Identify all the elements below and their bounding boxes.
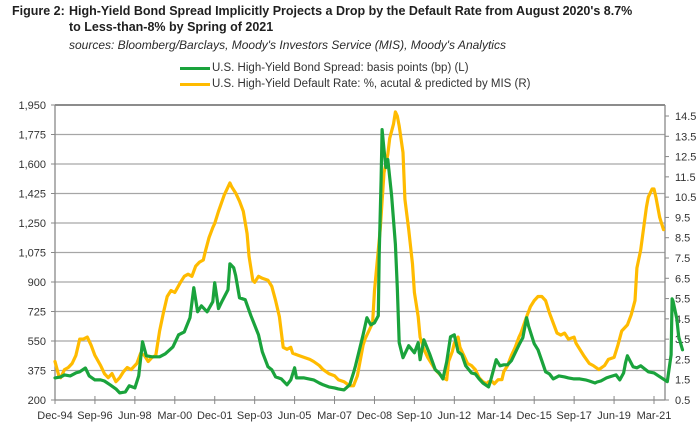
y-left-tick-label: 1,425: [18, 189, 46, 201]
x-tick-label: Dec-01: [197, 410, 232, 422]
legend-item-spread: U.S. High-Yield Bond Spread: basis point…: [180, 60, 531, 76]
x-tick-label: Jun-19: [597, 410, 631, 422]
x-tick-label: Jun-05: [278, 410, 312, 422]
sources-note: sources: Bloomberg/Barclays, Moody's Inv…: [69, 38, 506, 52]
x-tick-label: Jun-12: [438, 410, 472, 422]
y-left-tick-label: 1,600: [18, 159, 46, 171]
title-line-1: High-Yield Bond Spread Implicitly Projec…: [69, 4, 633, 18]
legend: U.S. High-Yield Bond Spread: basis point…: [180, 60, 531, 92]
legend-swatch-spread: [180, 66, 210, 70]
x-tick-label: Mar-07: [317, 410, 352, 422]
x-tick-label: Jun-98: [118, 410, 152, 422]
x-tick-label: Mar-14: [477, 410, 512, 422]
y-right-tick-label: 12.5: [675, 152, 696, 164]
y-left-tick-label: 1,075: [18, 248, 46, 260]
legend-label-default-rate: U.S. High-Yield Default Rate: %, acutal …: [212, 78, 531, 90]
y-right-tick-label: 2.5: [675, 354, 690, 366]
y-right-tick-label: 13.5: [675, 131, 696, 143]
x-tick-label: Sep-17: [556, 410, 591, 422]
y-right-tick-label: 14.5: [675, 111, 696, 123]
y-left-tick-label: 375: [28, 366, 46, 378]
y-left-tick-label: 1,950: [18, 100, 46, 112]
y-left-tick-label: 1,250: [18, 218, 46, 230]
x-tick-label: Mar-00: [157, 410, 192, 422]
y-left-tick-label: 725: [28, 307, 46, 319]
legend-item-default-rate: U.S. High-Yield Default Rate: %, acutal …: [180, 76, 531, 92]
x-tick-label: Mar-21: [637, 410, 672, 422]
y-right-tick-label: 7.5: [675, 253, 690, 265]
x-tick-label: Sep-96: [77, 410, 112, 422]
y-right-tick-label: 8.5: [675, 233, 690, 245]
y-right-tick-label: 9.5: [675, 212, 690, 224]
y-right-tick-label: 10.5: [675, 192, 696, 204]
x-tick-label: Dec-15: [516, 410, 551, 422]
y-left-tick-label: 200: [28, 395, 46, 407]
x-tick-label: Dec-94: [37, 410, 72, 422]
y-left-tick-label: 550: [28, 336, 46, 348]
series-line-default-rate: [53, 110, 666, 388]
y-right-tick-label: 0.5: [675, 395, 690, 407]
y-left-tick-label: 1,775: [18, 130, 46, 142]
y-right-tick-label: 5.5: [675, 294, 690, 306]
legend-swatch-default-rate: [180, 82, 210, 86]
title-line-2: to Less-than-8% by Spring of 2021: [69, 20, 274, 34]
x-tick-label: Sep-10: [397, 410, 432, 422]
y-left-tick-label: 900: [28, 277, 46, 289]
x-tick-label: Sep-03: [237, 410, 272, 422]
figure-label: Figure 2:: [12, 4, 65, 18]
y-right-tick-label: 6.5: [675, 273, 690, 285]
y-right-tick-label: 1.5: [675, 375, 690, 387]
x-tick-label: Dec-08: [357, 410, 392, 422]
legend-label-spread: U.S. High-Yield Bond Spread: basis point…: [212, 62, 469, 74]
y-right-tick-label: 11.5: [675, 172, 696, 184]
series-line-spread: [53, 128, 685, 395]
